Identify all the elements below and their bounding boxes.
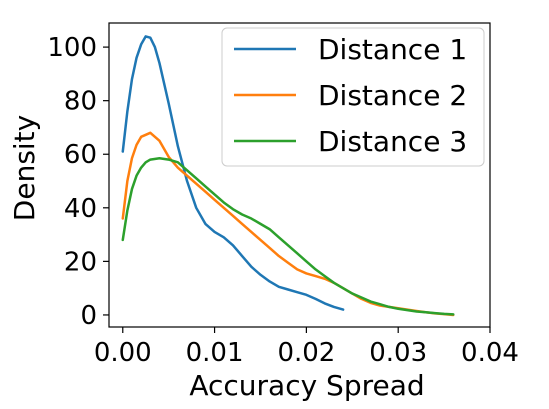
legend-label-distance-3: Distance 3: [318, 125, 467, 158]
x-tick-label: 0.02: [277, 338, 335, 368]
series-layer: [121, 35, 455, 317]
y-axis-title: Density: [8, 115, 41, 221]
legend-box: [221, 27, 485, 167]
legend-label-distance-2: Distance 2: [318, 79, 467, 112]
x-tick-label: 0.04: [461, 338, 519, 368]
x-tick-label: 0.01: [186, 338, 244, 368]
axes-frame: [108, 22, 491, 328]
x-tick-label: 0.03: [369, 338, 427, 368]
y-tick-label: 100: [47, 33, 97, 63]
axes-layer: 0.00 0.01 0.02 0.03 0.04 0 20 40 60 80 100: [47, 22, 519, 368]
y-tick-label: 80: [64, 87, 97, 117]
x-axis-title: Accuracy Spread: [189, 369, 424, 402]
y-tick-label: 60: [64, 140, 97, 170]
series-line-distance-1: [121, 35, 345, 311]
y-tick-label: 0: [80, 301, 97, 331]
y-tick-label: 20: [64, 247, 97, 277]
series-line-distance-3: [121, 157, 455, 316]
x-tick-label: 0.00: [94, 338, 152, 368]
legend-label-distance-1: Distance 1: [318, 33, 467, 66]
legend: Distance 1 Distance 2 Distance 3: [221, 27, 485, 167]
y-tick-label: 40: [64, 194, 97, 224]
